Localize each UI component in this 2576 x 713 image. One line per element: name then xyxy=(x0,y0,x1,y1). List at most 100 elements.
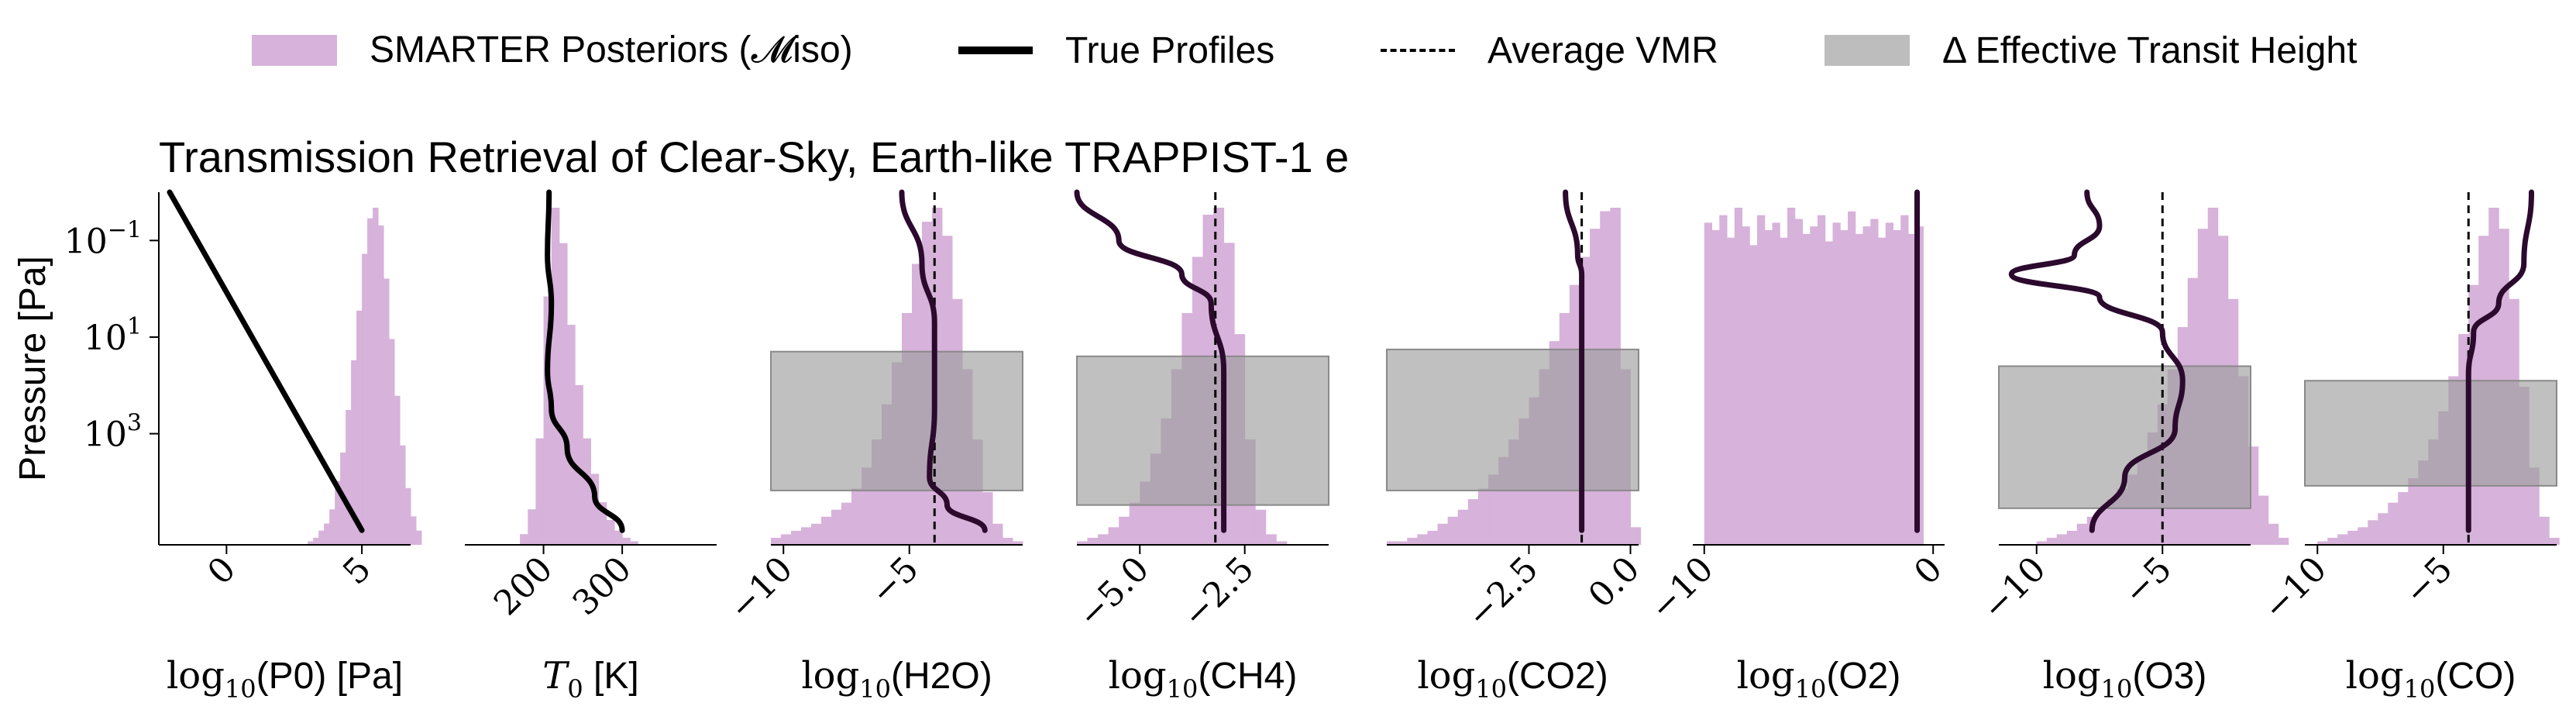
posterior-bar xyxy=(1878,237,1886,545)
posterior-bar xyxy=(1704,222,1713,545)
x-tick-label: 200 xyxy=(487,549,560,623)
posterior-bar xyxy=(2529,467,2540,545)
x-axis-label: log10(CH4) xyxy=(1109,654,1298,704)
panel-6: −10 −5 log10(O3) xyxy=(1975,189,2289,704)
posterior-bar xyxy=(791,530,802,545)
x-tick-label: 5 xyxy=(335,549,379,593)
transit-height-band xyxy=(1386,348,1639,491)
posterior-bar xyxy=(583,438,591,545)
posterior-bar xyxy=(1719,215,1728,545)
posterior-bar xyxy=(2056,534,2068,545)
posterior-bar xyxy=(1840,230,1849,545)
posterior-bar xyxy=(373,208,379,545)
posterior-bar xyxy=(520,534,528,545)
posterior-bar xyxy=(367,218,373,545)
y-tick-label: 10−1 xyxy=(64,216,142,261)
panel-5: −10 0 log10(O2) xyxy=(1642,189,1950,704)
posterior-bar xyxy=(308,541,314,545)
posterior-bar xyxy=(1832,222,1841,545)
posterior-bar xyxy=(801,527,812,545)
posterior-bar xyxy=(841,502,852,545)
posterior-bar xyxy=(559,243,568,545)
panel-4: −2.5 0.0 log10(CO2) xyxy=(1386,189,1648,704)
x-axis-label: log10(O3) xyxy=(2043,654,2207,704)
posterior-bar xyxy=(1119,516,1130,545)
posterior-bar xyxy=(1825,241,1834,545)
posterior-bar xyxy=(415,530,422,545)
legend-label-true-profiles: True Profiles xyxy=(1065,29,1275,71)
posterior-bar xyxy=(1780,237,1788,545)
posterior-bar xyxy=(2368,520,2378,545)
posterior-bar xyxy=(1900,215,1909,545)
x-tick-label: −10 xyxy=(1975,549,2054,629)
y-axis-label: Pressure [Pa] xyxy=(12,256,53,481)
posterior-bar xyxy=(2076,523,2088,545)
x-axis-label: log10(P0) [Pa] xyxy=(167,654,403,704)
chart-title: Transmission Retrieval of Clear-Sky, Ear… xyxy=(159,133,1350,181)
posterior-bar xyxy=(811,523,822,545)
x-tick-label: −5 xyxy=(2397,549,2461,613)
x-tick-label: 0.0 xyxy=(1581,549,1648,616)
panel-0: 0 5 log10(P0) [Pa] xyxy=(158,189,422,704)
x-tick-label: −10 xyxy=(721,549,800,629)
legend-swatch-average-vmr xyxy=(1381,49,1455,52)
posterior-bar xyxy=(394,395,401,545)
posterior-bar xyxy=(543,296,552,545)
posterior-bar xyxy=(606,519,615,545)
posterior-bar xyxy=(1787,208,1796,545)
posterior-bar xyxy=(1013,541,1023,545)
legend-swatch-transit-height xyxy=(1825,35,1910,66)
y-tick-label: 103 xyxy=(84,410,142,455)
posterior-bar xyxy=(2046,537,2058,545)
posterior-bar xyxy=(1764,230,1773,545)
posterior-bar xyxy=(1810,226,1818,545)
posterior-bar xyxy=(2268,523,2279,545)
posterior-bar xyxy=(590,474,600,545)
posterior-bar xyxy=(329,509,335,545)
x-tick-label: −5 xyxy=(2116,549,2179,613)
posterior-bar xyxy=(405,487,411,545)
legend-label-posteriors: SMARTER Posteriors (𝓜iso) xyxy=(370,29,853,71)
posterior-bar xyxy=(335,480,341,545)
legend-label-transit-height: Δ Effective Transit Height xyxy=(1942,29,2358,71)
transit-height-band xyxy=(1076,355,1329,506)
posterior-bar xyxy=(630,541,638,545)
posterior-bar xyxy=(1276,541,1288,545)
posterior-bar xyxy=(982,492,993,545)
posterior-bar xyxy=(992,523,1003,545)
posterior-bar xyxy=(771,537,782,545)
transit-height-band xyxy=(770,350,1023,491)
posterior-bar xyxy=(1742,226,1750,545)
posterior-bar xyxy=(575,384,583,545)
posterior-bar xyxy=(2036,541,2048,545)
posterior-bar xyxy=(1757,215,1766,545)
posterior-bar xyxy=(614,530,623,545)
posterior-bar xyxy=(1447,516,1459,545)
x-axis-label: log10(CO) xyxy=(2346,654,2516,704)
posterior-bar xyxy=(2258,495,2269,545)
posterior-bar xyxy=(2488,208,2499,545)
posterior-bar xyxy=(411,516,417,545)
posterior-bar xyxy=(2107,499,2118,545)
panel-3: −5.0 −2.5 log10(CH4) xyxy=(1070,189,1329,704)
posterior-bar xyxy=(1457,509,1469,545)
posterior-bar xyxy=(1477,488,1489,545)
y-tick-label: 101 xyxy=(84,313,142,358)
posterior-bar xyxy=(324,523,330,545)
posterior-bar xyxy=(1855,233,1864,545)
posterior-bar xyxy=(1630,527,1642,545)
x-tick-label: −10 xyxy=(1642,549,1721,629)
posterior-bar xyxy=(1437,523,1449,545)
panel-2: −10 −5 log10(H2O) xyxy=(721,189,1023,704)
posterior-bar xyxy=(1818,215,1826,545)
posterior-bar xyxy=(2378,513,2389,545)
legend-item-true-profiles: True Profiles xyxy=(958,23,1274,78)
posterior-bar xyxy=(1397,541,1408,545)
posterior-bar xyxy=(1862,226,1871,545)
posterior-bar xyxy=(2388,502,2399,545)
x-axis-label: T0 [K] xyxy=(542,654,638,704)
posterior-bar xyxy=(1893,230,1901,545)
posterior-bar xyxy=(1467,499,1479,545)
posterior-bar xyxy=(1387,541,1398,545)
posterior-bar xyxy=(313,537,319,545)
